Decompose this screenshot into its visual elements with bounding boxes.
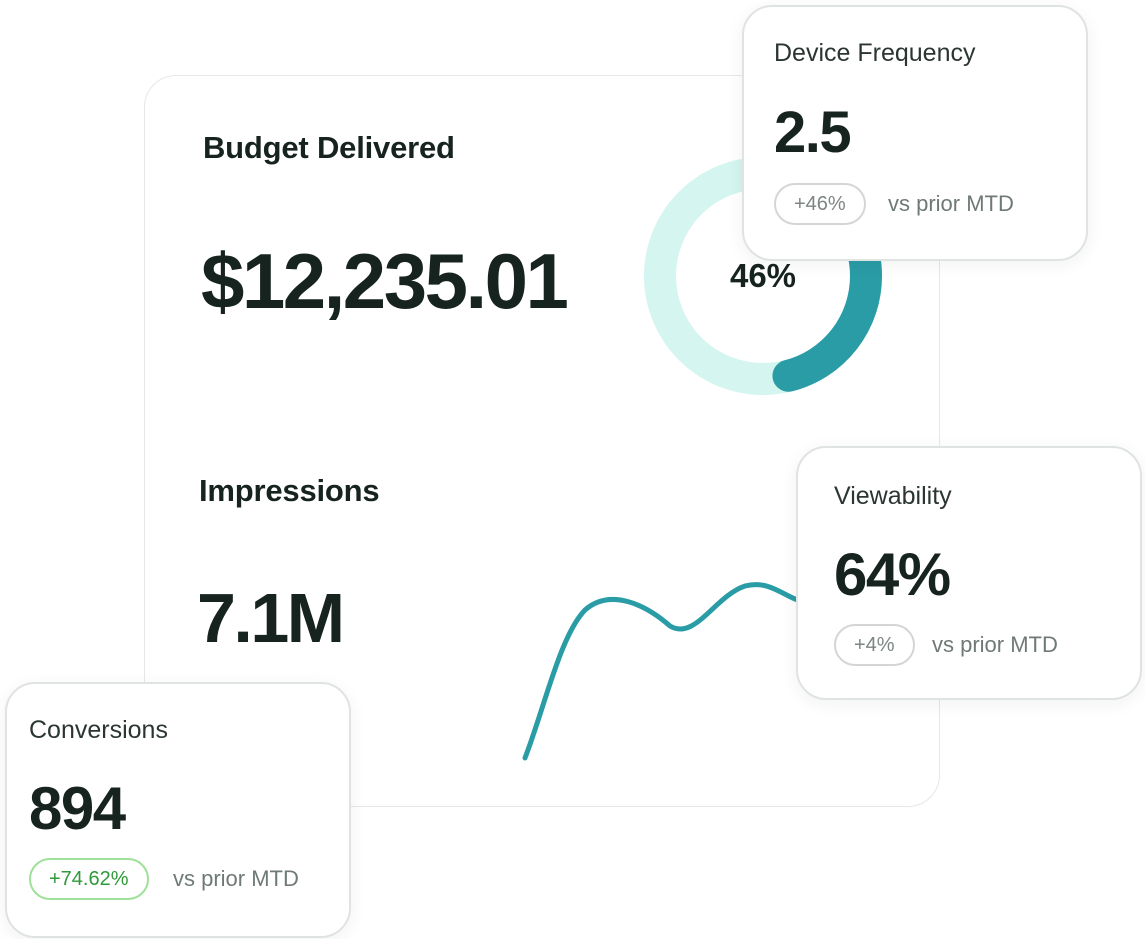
viewability-card: Viewability 64% +4% vs prior MTD bbox=[796, 446, 1142, 700]
impressions-trend-path bbox=[522, 582, 818, 761]
conversions-card: Conversions 894 +74.62% vs prior MTD bbox=[5, 682, 351, 938]
viewability-change-badge: +4% bbox=[834, 624, 915, 666]
impressions-title: Impressions bbox=[199, 473, 380, 508]
budget-delivered-value: $12,235.01 bbox=[201, 237, 569, 325]
device-frequency-title: Device Frequency bbox=[774, 39, 976, 67]
device-frequency-card: Device Frequency 2.5 +46% vs prior MTD bbox=[742, 5, 1088, 261]
impressions-value: 7.1M bbox=[197, 579, 345, 657]
device-frequency-value: 2.5 bbox=[774, 100, 852, 165]
conversions-comparison-note: vs prior MTD bbox=[173, 866, 299, 891]
impressions-trend-line bbox=[522, 582, 818, 761]
viewability-comparison-note: vs prior MTD bbox=[932, 632, 1058, 657]
budget-delivered-title: Budget Delivered bbox=[203, 130, 455, 165]
viewability-title: Viewability bbox=[834, 482, 952, 510]
device-frequency-change-badge: +46% bbox=[774, 183, 866, 225]
budget-progress-percent: 46% bbox=[729, 257, 797, 294]
conversions-change-badge: +74.62% bbox=[29, 858, 149, 900]
conversions-value: 894 bbox=[29, 775, 126, 842]
device-frequency-comparison-note: vs prior MTD bbox=[888, 191, 1014, 216]
viewability-value: 64% bbox=[834, 541, 951, 608]
conversions-title: Conversions bbox=[29, 716, 168, 744]
